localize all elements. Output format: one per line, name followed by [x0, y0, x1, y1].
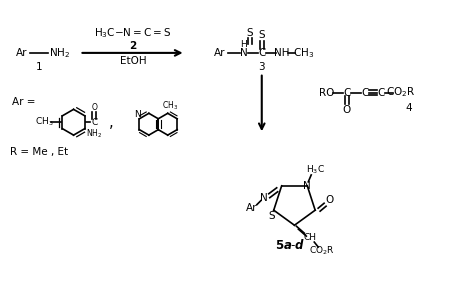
Text: N: N: [134, 110, 141, 119]
Text: 3: 3: [258, 62, 265, 72]
Text: RO: RO: [319, 88, 335, 98]
Text: CH$_3$: CH$_3$: [162, 99, 178, 112]
Text: N: N: [303, 181, 311, 191]
Text: 1: 1: [36, 62, 42, 72]
Text: C: C: [258, 48, 265, 58]
Text: 5: 5: [275, 239, 284, 251]
Text: N: N: [260, 193, 268, 203]
Text: CO$_2$R: CO$_2$R: [386, 86, 415, 99]
Text: a: a: [283, 239, 292, 251]
Text: H$_3$C: H$_3$C: [306, 164, 325, 176]
Text: EtOH: EtOH: [120, 56, 146, 66]
Text: S: S: [246, 28, 253, 38]
Text: NH$_2$: NH$_2$: [86, 128, 102, 140]
Text: 2: 2: [129, 41, 137, 51]
Text: Ar: Ar: [214, 48, 226, 58]
Text: ,: ,: [109, 115, 113, 130]
Text: CO$_2$R: CO$_2$R: [310, 245, 335, 257]
Text: O: O: [91, 103, 97, 112]
Text: CH$_3$: CH$_3$: [35, 116, 53, 128]
Text: 4: 4: [405, 103, 411, 113]
Text: O: O: [343, 105, 351, 115]
Text: H: H: [241, 41, 247, 49]
Text: NH: NH: [274, 48, 289, 58]
Text: C: C: [343, 88, 351, 98]
Text: NH$_2$: NH$_2$: [49, 46, 70, 60]
Text: H$_3$C$-$N$=$C$=$S: H$_3$C$-$N$=$C$=$S: [94, 26, 172, 40]
Text: C: C: [361, 88, 368, 98]
Text: N: N: [240, 48, 248, 58]
Text: O: O: [325, 195, 333, 205]
Text: S: S: [258, 30, 265, 40]
Text: C: C: [377, 88, 384, 98]
Text: R = Me , Et: R = Me , Et: [10, 147, 68, 157]
Text: CH$_3$: CH$_3$: [293, 46, 314, 60]
Text: -: -: [290, 239, 295, 251]
Text: S: S: [268, 211, 275, 221]
Text: CH: CH: [304, 233, 317, 241]
Text: Ar =: Ar =: [12, 98, 36, 107]
Text: Ar: Ar: [16, 48, 28, 58]
Text: Ar: Ar: [246, 203, 258, 213]
Text: C: C: [91, 118, 98, 127]
Text: d: d: [294, 239, 302, 251]
